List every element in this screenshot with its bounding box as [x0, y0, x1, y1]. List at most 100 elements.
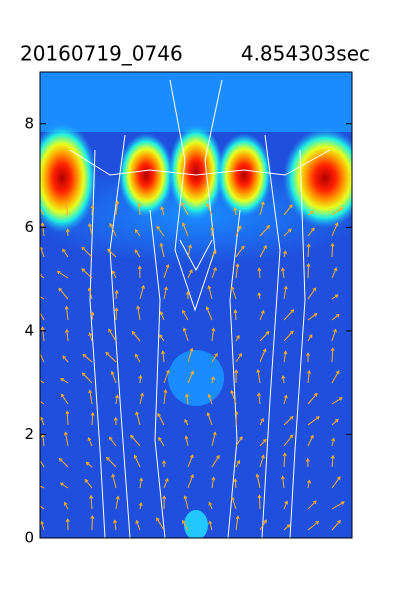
vector-arrow-head [65, 410, 70, 415]
vector-arrow [331, 438, 335, 447]
vector-arrow-head [359, 454, 362, 457]
vector-arrow [307, 500, 317, 510]
vector-arrow-head [214, 352, 218, 357]
vector-arrow-head [356, 328, 359, 331]
vector-arrow-head [110, 370, 115, 375]
vector-arrow-head [263, 519, 267, 524]
vector-arrow [235, 436, 243, 447]
vector-arrow-head [115, 200, 120, 205]
vector-arrow [211, 328, 215, 342]
vector-arrow [40, 247, 45, 258]
vector-arrow-head [233, 309, 238, 314]
vector-arrow-head [362, 309, 365, 312]
vector-arrow-head [289, 434, 294, 439]
y-axis: 0 2 4 6 8 [24, 114, 352, 547]
hot-spot [118, 133, 174, 217]
vector-arrow-head [184, 435, 189, 440]
vector-arrow-head [282, 452, 287, 457]
vector-arrow [41, 327, 45, 342]
vector-arrow [356, 272, 363, 278]
vector-arrow [65, 204, 69, 216]
vector-arrow [307, 313, 318, 321]
vector-arrow-head [115, 394, 119, 399]
vector-arrow-head [235, 263, 240, 268]
vector-arrow-head [360, 378, 363, 381]
vector-arrow [40, 311, 45, 321]
vector-arrow [64, 432, 69, 447]
vector-arrow-head [211, 476, 216, 481]
vector-arrow [283, 395, 287, 405]
vector-arrow-head [333, 328, 337, 333]
vector-arrow [134, 249, 141, 258]
vector-arrow-head [233, 206, 238, 211]
vector-arrow-head [64, 203, 69, 208]
vector-arrow-head [87, 287, 92, 292]
vector-arrow [283, 524, 291, 531]
vector-arrow [209, 521, 213, 531]
vector-arrow-head [37, 455, 40, 458]
vector-arrow-head [130, 434, 134, 439]
hot-spot [216, 133, 272, 217]
vector-arrow-head [256, 368, 261, 373]
vector-arrow [81, 246, 93, 258]
vector-field [37, 200, 367, 531]
vector-arrow [59, 458, 69, 468]
vector-arrow-head [288, 228, 292, 233]
vector-arrow-head [308, 334, 313, 338]
vector-arrow [89, 223, 93, 237]
vector-arrow-head [289, 204, 293, 209]
vector-arrow-head [330, 347, 335, 352]
vector-arrow [163, 370, 170, 384]
vector-arrow-head [161, 350, 166, 355]
vector-arrow [106, 457, 117, 468]
vector-arrow [135, 354, 141, 363]
vector-arrow [235, 335, 240, 342]
vector-arrow-head [106, 456, 110, 461]
vector-arrow [163, 390, 167, 405]
vector-arrow [331, 370, 340, 384]
vector-arrow [307, 435, 314, 447]
vector-arrow-head [137, 265, 142, 270]
vector-arrow-head [136, 305, 141, 310]
vector-arrow [206, 203, 213, 216]
vector-arrow [208, 285, 213, 300]
vector-arrow-head [88, 332, 93, 337]
vector-arrow [234, 207, 237, 216]
vector-arrow [137, 306, 141, 321]
vector-arrow-head [306, 243, 311, 248]
vector-arrow-head [360, 416, 363, 419]
vector-arrow [307, 334, 313, 342]
vector-arrow-head [313, 500, 317, 505]
vector-arrow [356, 433, 358, 446]
vector-arrow-head [88, 222, 92, 227]
vector-arrow [259, 202, 264, 216]
vector-arrow-head [206, 203, 210, 208]
vector-arrow-head [333, 267, 338, 272]
vector-arrow-head [364, 482, 367, 485]
vector-arrow-head [160, 206, 165, 211]
vector-arrow-head [138, 502, 143, 507]
vector-arrow-head [283, 350, 288, 355]
vector-arrow-head [63, 501, 68, 506]
vector-arrow-head [108, 328, 112, 333]
vector-arrow [82, 372, 93, 384]
vector-arrow-head [361, 504, 364, 507]
vector-arrow [163, 287, 167, 300]
vector-arrow [283, 416, 294, 426]
vector-arrow-head [185, 393, 190, 398]
vector-arrow-head [262, 438, 267, 443]
vector-arrow-head [312, 287, 317, 292]
vector-arrow [187, 371, 194, 384]
vector-arrow [160, 243, 165, 258]
vector-arrow [86, 462, 93, 468]
vector-arrow-head [81, 372, 86, 377]
vector-arrow [259, 455, 265, 468]
vector-arrow-head [88, 389, 93, 394]
vector-arrow-head [65, 328, 69, 333]
vector-arrow [230, 390, 237, 405]
vector-arrow-head [363, 206, 366, 209]
vector-arrow-head [89, 494, 94, 499]
vector-arrow-head [357, 524, 360, 527]
vector-arrow-head [159, 311, 164, 315]
